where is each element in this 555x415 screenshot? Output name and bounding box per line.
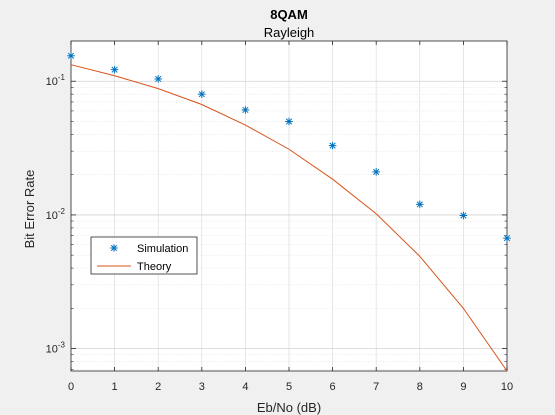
legend-simulation-label: Simulation <box>137 243 188 255</box>
simulation-point <box>416 200 424 209</box>
simulation-point <box>241 106 250 114</box>
x-tick-label: 6 <box>330 381 336 393</box>
y-tick-label: 10-3 <box>46 341 66 356</box>
simulation-point <box>67 51 75 60</box>
x-tick-label: 9 <box>460 381 466 393</box>
y-tick-label: 10-1 <box>46 73 66 88</box>
chart-subtitle: Rayleigh <box>264 25 315 40</box>
x-tick-label: 5 <box>286 381 292 393</box>
simulation-point <box>154 75 162 83</box>
simulation-point <box>328 141 337 150</box>
legend-asterisk-marker <box>110 244 118 252</box>
legend-box <box>90 236 198 275</box>
x-tick-label: 2 <box>155 381 161 393</box>
legend-simulation-marker <box>110 244 118 252</box>
data-series <box>67 51 511 372</box>
simulation-point <box>285 117 293 126</box>
x-tick-label: 3 <box>199 381 205 393</box>
simulation-point <box>372 168 380 176</box>
x-tick-labels: 0 1 2 3 4 5 6 7 8 9 10 <box>68 381 513 393</box>
simulation-point <box>198 90 206 98</box>
simulation-point <box>459 211 468 220</box>
theory-line <box>70 64 508 372</box>
y-tick-label: 10-2 <box>46 207 66 222</box>
x-tick-label: 4 <box>242 381 248 393</box>
y-axis-label: Bit Error Rate <box>22 170 37 249</box>
x-tick-label: 8 <box>417 381 423 393</box>
x-tick-label: 10 <box>501 381 513 393</box>
y-tick-labels: 10-3 10-2 10-1 <box>46 73 66 355</box>
simulation-point <box>110 65 119 74</box>
x-tick-label: 1 <box>112 381 118 393</box>
simulation-point <box>503 234 511 242</box>
x-tick-label: 7 <box>373 381 379 393</box>
x-axis-label: Eb/No (dB) <box>257 400 321 415</box>
legend-theory-label: Theory <box>137 261 172 273</box>
chart-title: 8QAM <box>270 7 308 22</box>
legend[interactable]: Simulation Theory <box>90 236 198 275</box>
x-tick-label: 0 <box>68 381 74 393</box>
axis-ticks <box>70 41 508 371</box>
